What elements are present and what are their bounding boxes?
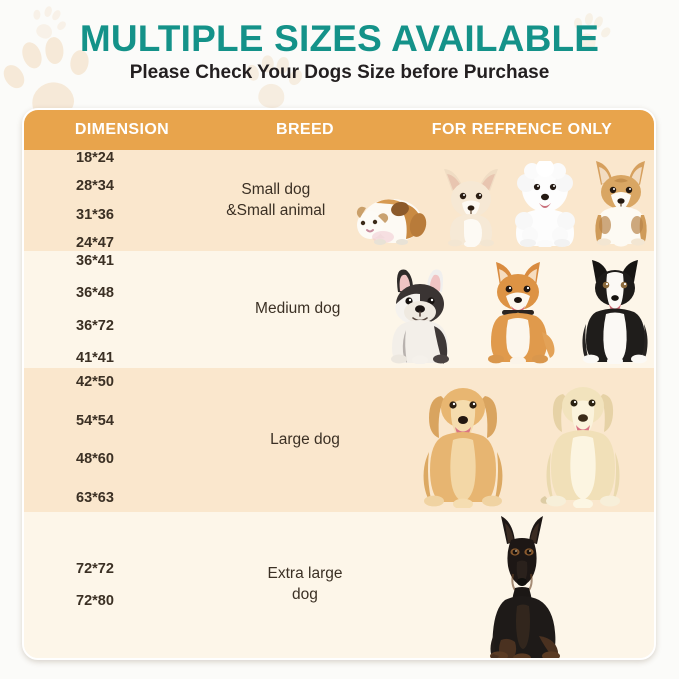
breed-label-line: Large dog: [270, 430, 340, 448]
table-row: 18*24 28*34 31*36 24*47 Small dog &Small…: [24, 150, 654, 251]
breed-label-line: dog: [292, 586, 318, 603]
reference-images-cell: [390, 512, 654, 658]
guinea-pig-image: [356, 199, 427, 245]
dimension-value: 42*50: [76, 374, 114, 390]
golden-retriever-image: [423, 388, 503, 508]
column-header-dimension: DIMENSION: [74, 121, 170, 138]
dimension-value: 36*41: [76, 252, 114, 269]
breed-cell: Extra large dog: [220, 512, 390, 658]
reference-images-cell: [380, 251, 654, 368]
french-bulldog-image: [391, 269, 449, 364]
dimension-cell: 42*50 54*54 48*60 63*63: [24, 368, 220, 512]
dimension-cell: 72*72 72*80: [24, 512, 220, 658]
breed-cell: Large dog: [220, 368, 390, 512]
bichon-frise-image: [515, 161, 575, 247]
dimension-value: 36*72: [76, 317, 114, 334]
dimension-cell: 36*41 36*48 36*72 41*41: [24, 251, 215, 368]
breed-label-line: &Small animal: [226, 201, 326, 219]
dimension-value: 41*41: [76, 350, 114, 366]
corgi-image: [595, 161, 647, 247]
dimension-value: 72*80: [76, 593, 114, 609]
table-header-row: DIMENSION BREED FOR REFRENCE ONLY: [24, 110, 654, 150]
dimension-value: 63*63: [76, 489, 114, 506]
chihuahua-image: [444, 169, 498, 247]
column-header-reference: FOR REFRENCE ONLY: [431, 121, 613, 138]
reference-images-cell: [350, 150, 654, 251]
reference-images-cell: [390, 368, 654, 512]
dimension-value: 28*34: [76, 178, 114, 194]
table-row: 36*41 36*48 36*72 41*41 Medium dog: [24, 251, 654, 368]
doberman-pinscher-image: [490, 516, 560, 658]
dimension-value: 24*47: [76, 235, 114, 251]
breed-label-line: Medium dog: [255, 300, 341, 318]
table-row: 72*72 72*80 Extra large dog: [24, 512, 654, 658]
table-row: 42*50 54*54 48*60 63*63 Large dog: [24, 368, 654, 512]
page-title: MULTIPLE SIZES AVAILABLE: [79, 18, 600, 59]
dimension-value: 72*72: [76, 560, 114, 577]
dimension-value: 48*60: [76, 451, 114, 467]
page-subtitle: Please Check Your Dogs Size before Purch…: [129, 62, 550, 83]
dimension-cell: 18*24 28*34 31*36 24*47: [24, 150, 202, 251]
breed-cell: Medium dog: [215, 251, 380, 368]
shiba-inu-image: [488, 262, 555, 364]
dimension-value: 18*24: [76, 149, 114, 166]
yellow-labrador-image: [540, 387, 620, 508]
dimension-value: 36*48: [76, 285, 114, 301]
column-header-breed: BREED: [275, 121, 334, 138]
breed-label-line: Small dog: [241, 180, 311, 198]
border-collie-image: [582, 260, 648, 364]
breed-cell: Small dog &Small animal: [202, 150, 350, 251]
dimension-value: 31*36: [76, 206, 114, 223]
dimension-value: 54*54: [76, 412, 114, 429]
size-chart-table: DIMENSION BREED FOR REFRENCE ONLY 18*24 …: [22, 108, 656, 660]
breed-label-line: Extra large: [267, 565, 343, 583]
